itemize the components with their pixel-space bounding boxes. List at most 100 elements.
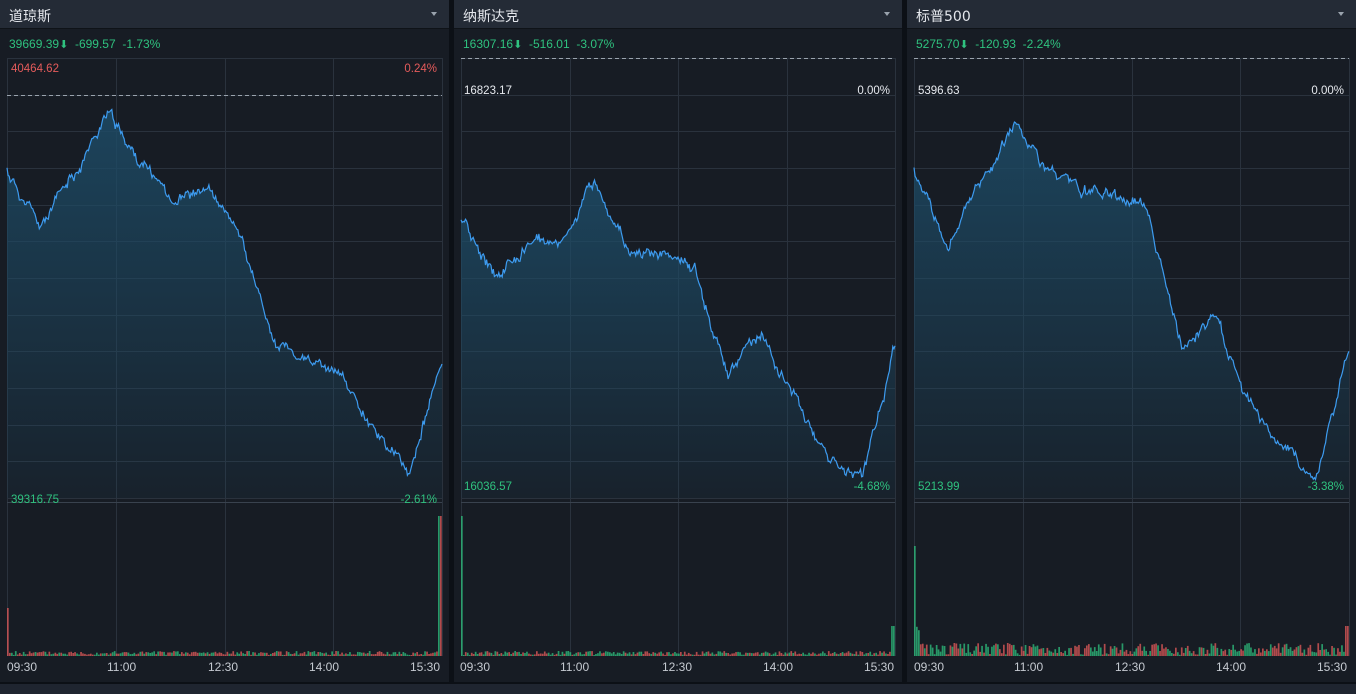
- chart-top-pct: 0.24%: [404, 63, 437, 75]
- price-chart[interactable]: 16823.17 0.00% 16036.57 -4.68%: [454, 58, 902, 656]
- volume-bar: [1186, 645, 1189, 656]
- volume-bar: [1008, 643, 1011, 656]
- volume-bar: [163, 651, 165, 656]
- volume-bar: [983, 652, 985, 656]
- volume-bar: [82, 653, 84, 656]
- volume-bar: [685, 654, 688, 656]
- volume-bar: [74, 652, 76, 656]
- volume-bar: [66, 654, 68, 656]
- volume-bar: [591, 651, 593, 656]
- volume-bar: [826, 654, 828, 656]
- time-label: 12:30: [662, 660, 693, 674]
- volume-bar: [935, 645, 938, 656]
- volume-bar: [802, 652, 804, 656]
- volume-bar: [770, 654, 773, 656]
- dropdown-caret-icon[interactable]: [431, 12, 437, 16]
- volume-bar: [719, 651, 722, 656]
- volume-bar: [587, 651, 589, 656]
- volume-bar: [731, 653, 733, 656]
- volume-bar: [436, 651, 438, 656]
- volume-bar: [756, 652, 759, 656]
- volume-bar: [76, 653, 78, 656]
- volume-bar: [1095, 651, 1098, 656]
- quote-change: -120.93: [975, 37, 1016, 51]
- volume-bar: [461, 516, 463, 656]
- volume-bar: [26, 654, 29, 656]
- volume-bar: [438, 516, 440, 656]
- volume-bar: [1180, 647, 1183, 656]
- volume-bar: [1159, 651, 1161, 656]
- volume-bar: [9, 652, 11, 656]
- volume-bar: [317, 652, 320, 656]
- volume-bar: [171, 652, 173, 656]
- volume-bar: [1335, 654, 1337, 656]
- volume-bar: [200, 652, 203, 656]
- status-bar: [0, 684, 1356, 694]
- volume-bar: [539, 653, 542, 656]
- volume-bar: [339, 654, 341, 656]
- volume-bar: [258, 653, 260, 656]
- volume-bar: [1032, 644, 1035, 656]
- volume-bar: [186, 652, 189, 656]
- volume-bar: [362, 652, 365, 656]
- dropdown-caret-icon[interactable]: [884, 12, 890, 16]
- volume-bar: [360, 652, 363, 656]
- volume-bar: [388, 654, 391, 656]
- volume-bar: [46, 654, 49, 656]
- volume-bar: [925, 644, 928, 656]
- volume-bar: [151, 652, 153, 656]
- volume-bar: [101, 653, 104, 656]
- volume-bar: [632, 652, 635, 656]
- volume-bar: [1093, 647, 1096, 656]
- volume-bar: [11, 652, 13, 656]
- price-chart[interactable]: 5396.63 0.00% 5213.99 -3.38%: [907, 58, 1356, 656]
- volume-bar: [254, 652, 256, 656]
- volume-bar: [250, 654, 252, 656]
- volume-bar: [967, 644, 970, 656]
- volume-bar: [147, 652, 150, 656]
- volume-bar: [923, 648, 926, 656]
- price-chart[interactable]: 40464.62 0.24% 39316.75 -2.61%: [0, 58, 449, 656]
- time-label: 15:30: [410, 660, 441, 674]
- volume-bar: [1212, 645, 1215, 656]
- volume-bar: [1115, 647, 1118, 656]
- volume-bar: [210, 652, 213, 656]
- volume-bar: [319, 652, 322, 656]
- volume-bar: [22, 651, 25, 656]
- volume-bar: [743, 654, 745, 656]
- volume-bar: [422, 654, 424, 656]
- volume-bar: [559, 654, 562, 656]
- volume-bar: [1076, 646, 1078, 656]
- volume-bar: [92, 654, 94, 656]
- volume-bar: [847, 651, 850, 656]
- volume-bar: [315, 654, 318, 656]
- volume-bar: [784, 652, 787, 656]
- volume-bar: [16, 654, 19, 656]
- dropdown-caret-icon[interactable]: [1338, 12, 1344, 16]
- volume-bar: [181, 652, 183, 656]
- volume-bar: [345, 653, 347, 656]
- volume-bar: [329, 654, 331, 656]
- panel-title: 纳斯达克: [463, 9, 519, 25]
- volume-bar: [1224, 649, 1227, 656]
- volume-bar: [1309, 644, 1312, 656]
- volume-bar: [557, 651, 560, 656]
- volume-bar: [630, 654, 633, 656]
- volume-bar: [1277, 643, 1280, 656]
- volume-bar: [424, 651, 426, 656]
- volume-bar: [654, 652, 656, 656]
- volume-bar: [1139, 643, 1142, 656]
- volume-bar: [1157, 645, 1159, 656]
- volume-bar: [333, 654, 335, 656]
- volume-bar: [1216, 647, 1219, 656]
- volume-bar: [311, 651, 314, 656]
- volume-bar: [486, 651, 489, 656]
- volume-bar: [893, 626, 895, 656]
- volume-bar: [532, 654, 534, 656]
- volume-bar: [1218, 655, 1221, 656]
- volume-bar: [963, 643, 966, 656]
- volume-bar: [851, 653, 854, 656]
- volume-bar: [343, 654, 345, 656]
- volume-bar: [709, 653, 712, 656]
- volume-bar: [640, 651, 643, 656]
